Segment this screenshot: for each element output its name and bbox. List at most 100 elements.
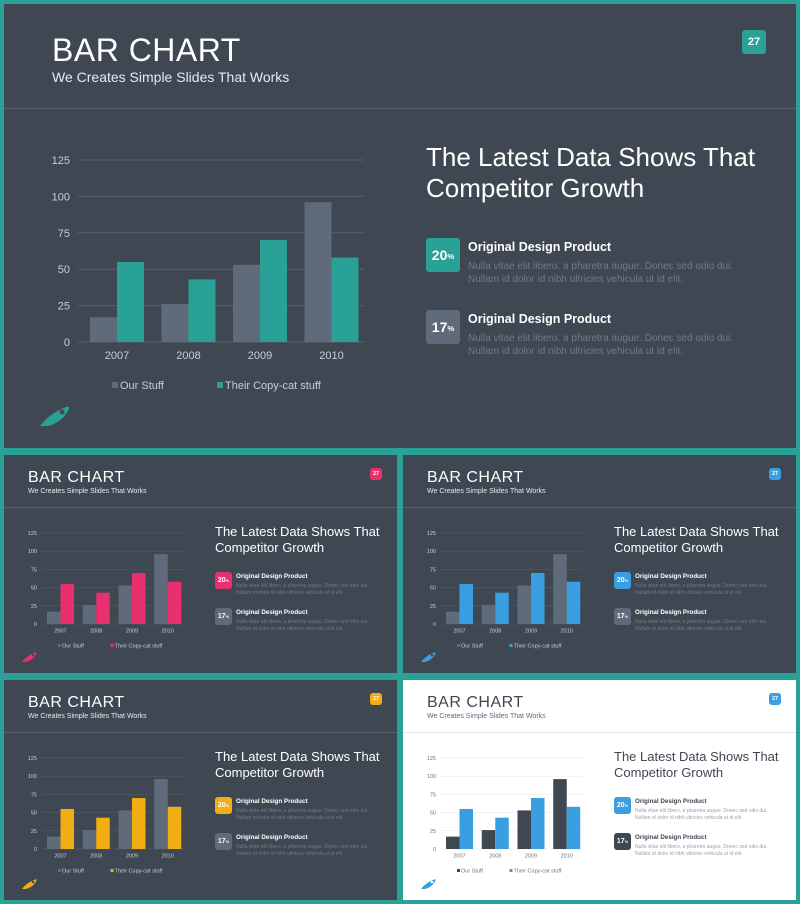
stat-description-line-2: Nullam id dolor id nibh ultricies vehicu… <box>236 625 344 632</box>
stat-value: 20 <box>431 247 448 263</box>
bar-our-stuff-2008 <box>481 605 496 624</box>
stat-unit: % <box>624 579 629 584</box>
bar-copycat-2009 <box>531 573 545 624</box>
y-tick-label: 75 <box>31 567 37 573</box>
slide-4[interactable]: BAR CHART We Creates Simple Slides That W… <box>4 680 397 900</box>
stat-value: 17 <box>431 319 448 335</box>
bar-copycat-2007 <box>459 808 473 849</box>
bar-copycat-2008 <box>495 592 509 624</box>
legend-swatch <box>110 869 114 872</box>
y-tick-label: 75 <box>430 567 436 573</box>
slide-subtitle: We Creates Simple Slides That Works <box>427 487 546 495</box>
legend-swatch <box>58 644 61 647</box>
legend-label: Our Stuff <box>62 869 84 875</box>
bar-our-stuff-2008 <box>481 830 496 849</box>
stat-value: 17 <box>616 613 625 620</box>
bar-copycat-2007 <box>60 808 74 849</box>
header-divider <box>4 732 397 733</box>
x-tick-label: 2009 <box>126 854 138 860</box>
legend-label: Their Copy-cat stuff <box>115 644 163 650</box>
y-tick-label: 125 <box>28 531 37 537</box>
stat-title: Original Design Product <box>236 573 308 580</box>
stat-description-line-2: Nullam id dolor id nibh ultricies vehicu… <box>236 589 344 596</box>
headline-line-2: Competitor Growth <box>426 173 645 203</box>
y-tick-label: 0 <box>433 622 436 628</box>
bar-chart: 0 25 50 75 100 125 2007 2008 2009 2010 Our Stuff Th… <box>52 155 364 392</box>
bar-copycat-2010 <box>331 257 359 342</box>
stat-title: Original Design Product <box>236 834 308 841</box>
stat-value: 17 <box>217 838 226 845</box>
x-tick-label: 2008 <box>176 350 200 362</box>
bar-copycat-2008 <box>96 817 110 849</box>
stat-percent-box: 17% <box>614 608 631 625</box>
slide-number-badge: 27 <box>742 30 766 54</box>
x-tick-label: 2007 <box>453 854 465 860</box>
stat-value: 20 <box>217 802 226 809</box>
legend-swatch <box>457 644 460 647</box>
bar-our-stuff-2007 <box>446 611 460 624</box>
bar-copycat-2008 <box>495 817 509 849</box>
stat-unit: % <box>624 804 629 809</box>
stat-title: Original Design Product <box>236 798 308 805</box>
stat-value: 20 <box>616 577 625 584</box>
header-divider <box>4 108 796 109</box>
y-tick-label: 50 <box>31 586 37 592</box>
stat-description-line-1: Nulla vitae elit libero, a pharetra augu… <box>635 844 768 850</box>
bar-our-stuff-2007 <box>47 836 61 849</box>
y-tick-label: 100 <box>427 774 436 780</box>
bar-chart: 0 25 50 75 100 125 2007 2008 2009 2010 Our Stuff Th… <box>427 756 583 875</box>
y-tick-label: 25 <box>58 301 70 313</box>
stat-description-line-2: Nullam id dolor id nibh ultricies vehicu… <box>468 346 684 357</box>
slide-title: BAR CHART <box>427 694 524 711</box>
y-tick-label: 25 <box>430 604 436 610</box>
bar-our-stuff-2009 <box>118 585 132 624</box>
x-tick-label: 2010 <box>561 854 573 860</box>
legend-swatch <box>112 382 118 388</box>
headline-line-2: Competitor Growth <box>215 764 325 780</box>
stat-description-line-1: Nulla vitae elit libero, a pharetra augu… <box>236 619 369 625</box>
bar-our-stuff-2010 <box>553 554 567 624</box>
bar-copycat-2010 <box>167 806 182 849</box>
bar-our-stuff-2008 <box>82 605 97 624</box>
x-tick-label: 2007 <box>453 629 465 635</box>
stat-percent-box: 17% <box>215 608 232 625</box>
stat-description-line-1: Nulla vitae elit libero, a pharetra augu… <box>635 583 768 589</box>
stat-description-line-2: Nullam id dolor id nibh ultricies vehicu… <box>236 850 344 857</box>
stat-title: Original Design Product <box>635 573 707 580</box>
y-tick-label: 50 <box>430 586 436 592</box>
bar-our-stuff-2008 <box>161 304 189 342</box>
legend-label: Their Copy-cat stuff <box>514 644 562 650</box>
y-tick-label: 25 <box>430 829 436 835</box>
stat-description-line-1: Nulla vitae elit libero, a pharetra augu… <box>236 844 369 850</box>
y-tick-label: 75 <box>58 228 70 240</box>
stat-unit: % <box>624 840 629 845</box>
x-tick-label: 2010 <box>162 629 174 635</box>
stat-description-line-2: Nullam id dolor id nibh ultricies vehicu… <box>468 274 684 285</box>
y-tick-label: 25 <box>31 829 37 835</box>
stat-title: Original Design Product <box>635 609 707 616</box>
legend-label: Our Stuff <box>62 644 84 650</box>
stat-value: 20 <box>616 802 625 809</box>
slide-subtitle: We Creates Simple Slides That Works <box>52 69 290 85</box>
x-tick-label: 2009 <box>525 629 537 635</box>
slide-3[interactable]: BAR CHART We Creates Simple Slides That W… <box>403 455 796 673</box>
stat-value: 17 <box>217 613 226 620</box>
bar-our-stuff-2007 <box>446 836 460 849</box>
legend-label: Their Copy-cat stuff <box>115 869 163 875</box>
x-tick-label: 2009 <box>248 350 272 362</box>
slide-title: BAR CHART <box>28 469 125 486</box>
slide-5[interactable]: BAR CHART We Creates Simple Slides That W… <box>403 680 796 900</box>
stat-title: Original Design Product <box>468 240 612 254</box>
stat-title: Original Design Product <box>635 834 707 841</box>
stat-unit: % <box>447 323 455 333</box>
y-tick-label: 125 <box>427 531 436 537</box>
slide-1[interactable]: BAR CHART We Creates Simple Slides That W… <box>4 4 796 448</box>
slide-2[interactable]: BAR CHART We Creates Simple Slides That W… <box>4 455 397 673</box>
legend-label: Their Copy-cat stuff <box>225 380 322 392</box>
header-divider <box>403 507 796 508</box>
bar-our-stuff-2009 <box>118 810 132 849</box>
y-tick-label: 0 <box>34 622 37 628</box>
bar-our-stuff-2010 <box>304 202 332 342</box>
stat-percent-box: 20% <box>215 797 232 814</box>
stat-description-line-1: Nulla vitae elit libero, a pharetra augu… <box>635 808 768 814</box>
